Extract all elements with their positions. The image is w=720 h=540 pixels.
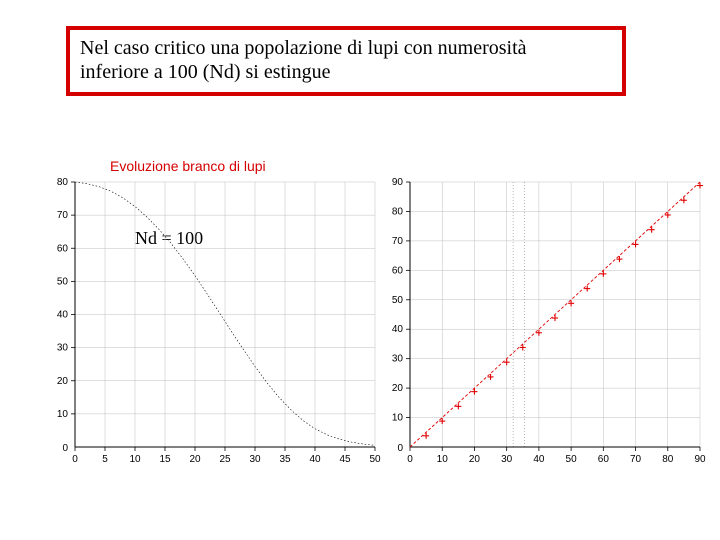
svg-text:70: 70	[630, 454, 642, 465]
svg-text:50: 50	[57, 276, 69, 287]
svg-text:80: 80	[662, 454, 674, 465]
svg-text:0: 0	[407, 454, 413, 465]
svg-text:10: 10	[57, 409, 69, 420]
svg-text:90: 90	[694, 454, 706, 465]
svg-text:10: 10	[392, 413, 404, 424]
right-chart: 10 20 30 40 50 60 70 80 90 0 10 20 30 40 50 60 70 80 90 0	[380, 175, 715, 470]
svg-text:30: 30	[392, 354, 404, 365]
svg-text:0: 0	[397, 443, 403, 454]
svg-text:40: 40	[309, 454, 321, 465]
svg-text:40: 40	[57, 310, 69, 321]
svg-text:30: 30	[57, 343, 69, 354]
svg-text:50: 50	[392, 295, 404, 306]
svg-text:50: 50	[566, 454, 578, 465]
svg-text:70: 70	[57, 210, 69, 221]
svg-text:25: 25	[219, 454, 231, 465]
svg-text:0: 0	[72, 454, 78, 465]
svg-text:30: 30	[249, 454, 261, 465]
left-chart-title: Evoluzione branco di lupi	[110, 158, 266, 174]
svg-text:5: 5	[102, 454, 108, 465]
svg-text:10: 10	[437, 454, 449, 465]
svg-text:70: 70	[392, 236, 404, 247]
svg-text:0: 0	[62, 443, 68, 454]
caption-box: Nel caso critico una popolazione di lupi…	[66, 26, 626, 96]
svg-text:60: 60	[57, 243, 69, 254]
svg-text:30: 30	[501, 454, 513, 465]
svg-text:60: 60	[598, 454, 610, 465]
svg-text:20: 20	[189, 454, 201, 465]
svg-text:15: 15	[159, 454, 171, 465]
svg-text:40: 40	[533, 454, 545, 465]
svg-text:20: 20	[57, 376, 69, 387]
svg-text:20: 20	[469, 454, 481, 465]
svg-text:45: 45	[339, 454, 351, 465]
svg-text:80: 80	[392, 206, 404, 217]
svg-text:10: 10	[129, 454, 141, 465]
svg-text:40: 40	[392, 324, 404, 335]
caption-line1: Nel caso critico una popolazione di lupi…	[80, 37, 527, 59]
svg-text:60: 60	[392, 265, 404, 276]
left-chart: 1020304050607080051015202530354045500	[45, 175, 390, 470]
svg-text:80: 80	[57, 177, 69, 188]
svg-text:20: 20	[392, 383, 404, 394]
svg-text:90: 90	[392, 177, 404, 188]
caption-line2: inferiore a 100 (Nd) si estingue	[80, 61, 330, 83]
svg-text:35: 35	[279, 454, 291, 465]
